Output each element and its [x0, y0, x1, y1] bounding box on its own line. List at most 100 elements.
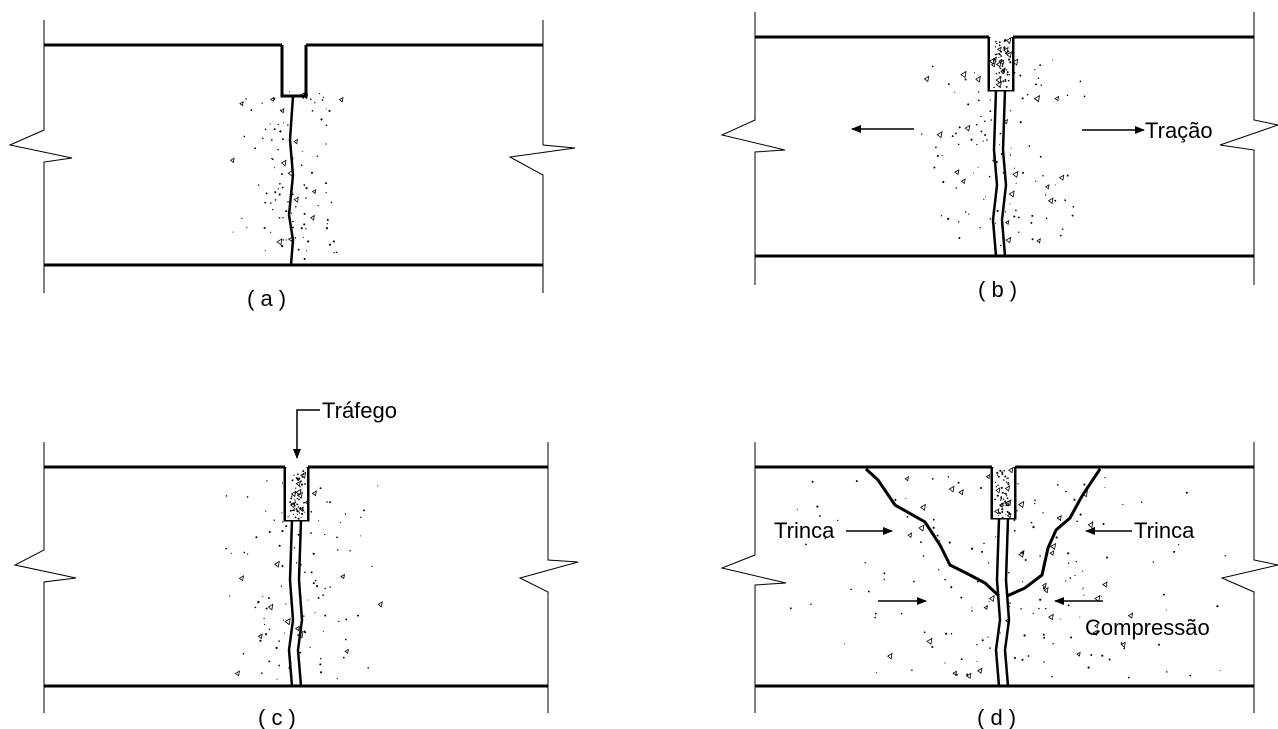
aggregate-dot — [1185, 491, 1188, 494]
aggregate-triangle — [1050, 542, 1057, 551]
aggregate-dot — [281, 186, 284, 189]
aggregate-dot — [269, 123, 271, 125]
aggregate-dot — [920, 541, 922, 544]
aggregate-dot — [1005, 492, 1008, 495]
aggregate-dot — [305, 197, 307, 199]
aggregate-dot — [279, 109, 281, 111]
aggregate-dot — [990, 119, 992, 121]
aggregate-dot — [255, 536, 258, 539]
aggregate-dot — [1035, 180, 1037, 182]
aggregate-dot — [950, 586, 953, 589]
aggregate-dot — [320, 118, 323, 121]
aggregate-dot — [281, 564, 284, 568]
aggregate-dot — [988, 175, 991, 178]
aggregate-triangle — [992, 56, 997, 63]
aggregate-dot — [970, 138, 973, 141]
aggregate-dot — [1066, 94, 1069, 97]
aggregate-triangle — [975, 75, 981, 83]
aggregate-dot — [302, 236, 304, 238]
slab-outline — [720, 442, 1278, 713]
aggregate-dot — [291, 509, 294, 512]
aggregate-dot — [1034, 499, 1036, 502]
aggregate-triangle — [229, 157, 235, 164]
aggregate-triangle — [887, 652, 893, 660]
aggregate-dot — [931, 478, 934, 480]
aggregate-dot — [242, 653, 245, 655]
aggregate-triangle — [295, 488, 302, 496]
aggregate-dot — [324, 614, 327, 617]
aggregate-dot — [301, 636, 303, 639]
aggregate-dot — [850, 588, 852, 591]
aggregate-dot — [989, 647, 991, 649]
aggregate-dot — [277, 148, 279, 151]
aggregate-dot — [268, 530, 271, 533]
aggregate-dot — [941, 154, 943, 157]
aggregate-dot — [1000, 153, 1003, 155]
aggregate-dot — [900, 612, 903, 615]
aggregate-dot — [312, 582, 315, 585]
aggregate-dot — [995, 42, 998, 45]
aggregate-dot — [274, 167, 276, 169]
aggregate-dot — [1015, 209, 1017, 212]
aggregate-dot — [263, 623, 266, 626]
aggregate-dot — [932, 518, 935, 521]
aggregate-dot — [254, 606, 257, 609]
aggregate-dot — [1015, 182, 1017, 184]
aggregate-dot — [303, 511, 305, 513]
aggregate-dot — [945, 632, 948, 635]
aggregate-dot — [1123, 647, 1126, 650]
aggregate-dot — [864, 562, 866, 564]
aggregate-dot — [1042, 633, 1045, 636]
aggregate-dot — [1000, 495, 1002, 497]
aggregate-dot — [1002, 80, 1005, 83]
aggregate-dot — [999, 469, 1002, 472]
aggregate-dot — [295, 205, 297, 208]
aggregate-dot — [279, 130, 282, 133]
aggregate-dot — [811, 480, 814, 483]
aggregate-dot — [967, 103, 970, 106]
aggregate-dot — [345, 618, 348, 621]
aggregate-dot — [1032, 612, 1034, 615]
aggregate-dot — [987, 562, 990, 564]
sealant-dots — [287, 470, 307, 519]
aggregate-dot — [1162, 593, 1165, 596]
aggregate-dot — [1010, 147, 1012, 149]
aggregate-dot — [980, 550, 984, 553]
aggregate-dot — [1045, 217, 1048, 220]
aggregate-dot — [260, 672, 263, 674]
aggregate-dot — [971, 610, 973, 612]
aggregate-triangle — [293, 196, 299, 203]
aggregate-dot — [322, 630, 324, 632]
aggregate-dot — [264, 250, 266, 252]
aggregate-dot — [288, 514, 290, 516]
aggregate-dot — [894, 498, 897, 501]
aggregate-dot — [1005, 514, 1007, 516]
aggregate-triangle — [954, 169, 960, 176]
aggregate-dot — [292, 513, 295, 515]
aggregate-dot — [282, 619, 285, 621]
aggregate-dot — [1034, 69, 1036, 71]
aggregate-dot — [1090, 654, 1093, 656]
aggregate-dot — [1104, 477, 1106, 479]
aggregate-triangle — [1003, 46, 1009, 54]
aggregate-dot — [312, 552, 315, 555]
aggregate-dot — [290, 497, 293, 500]
aggregate-dot — [293, 498, 295, 500]
aggregate-dot — [1071, 214, 1074, 217]
aggregate-triangle — [1018, 550, 1025, 558]
aggregate-dot — [278, 193, 281, 196]
aggregate-dot — [336, 536, 338, 539]
aggregate-triangle — [988, 57, 995, 65]
aggregate-dot — [1052, 642, 1054, 645]
aggregate-dots — [921, 57, 1086, 247]
aggregate-dot — [1065, 580, 1067, 582]
aggregate-dot — [1003, 479, 1005, 481]
aggregate-dot — [278, 544, 281, 547]
aggregate-dot — [962, 493, 964, 495]
aggregate-dot — [971, 547, 974, 550]
aggregate-dot — [1072, 205, 1075, 208]
aggregate-dot — [1002, 498, 1005, 500]
aggregate-dot — [1013, 656, 1017, 660]
aggregate-dot — [317, 204, 319, 207]
aggregate-dot — [931, 65, 934, 68]
